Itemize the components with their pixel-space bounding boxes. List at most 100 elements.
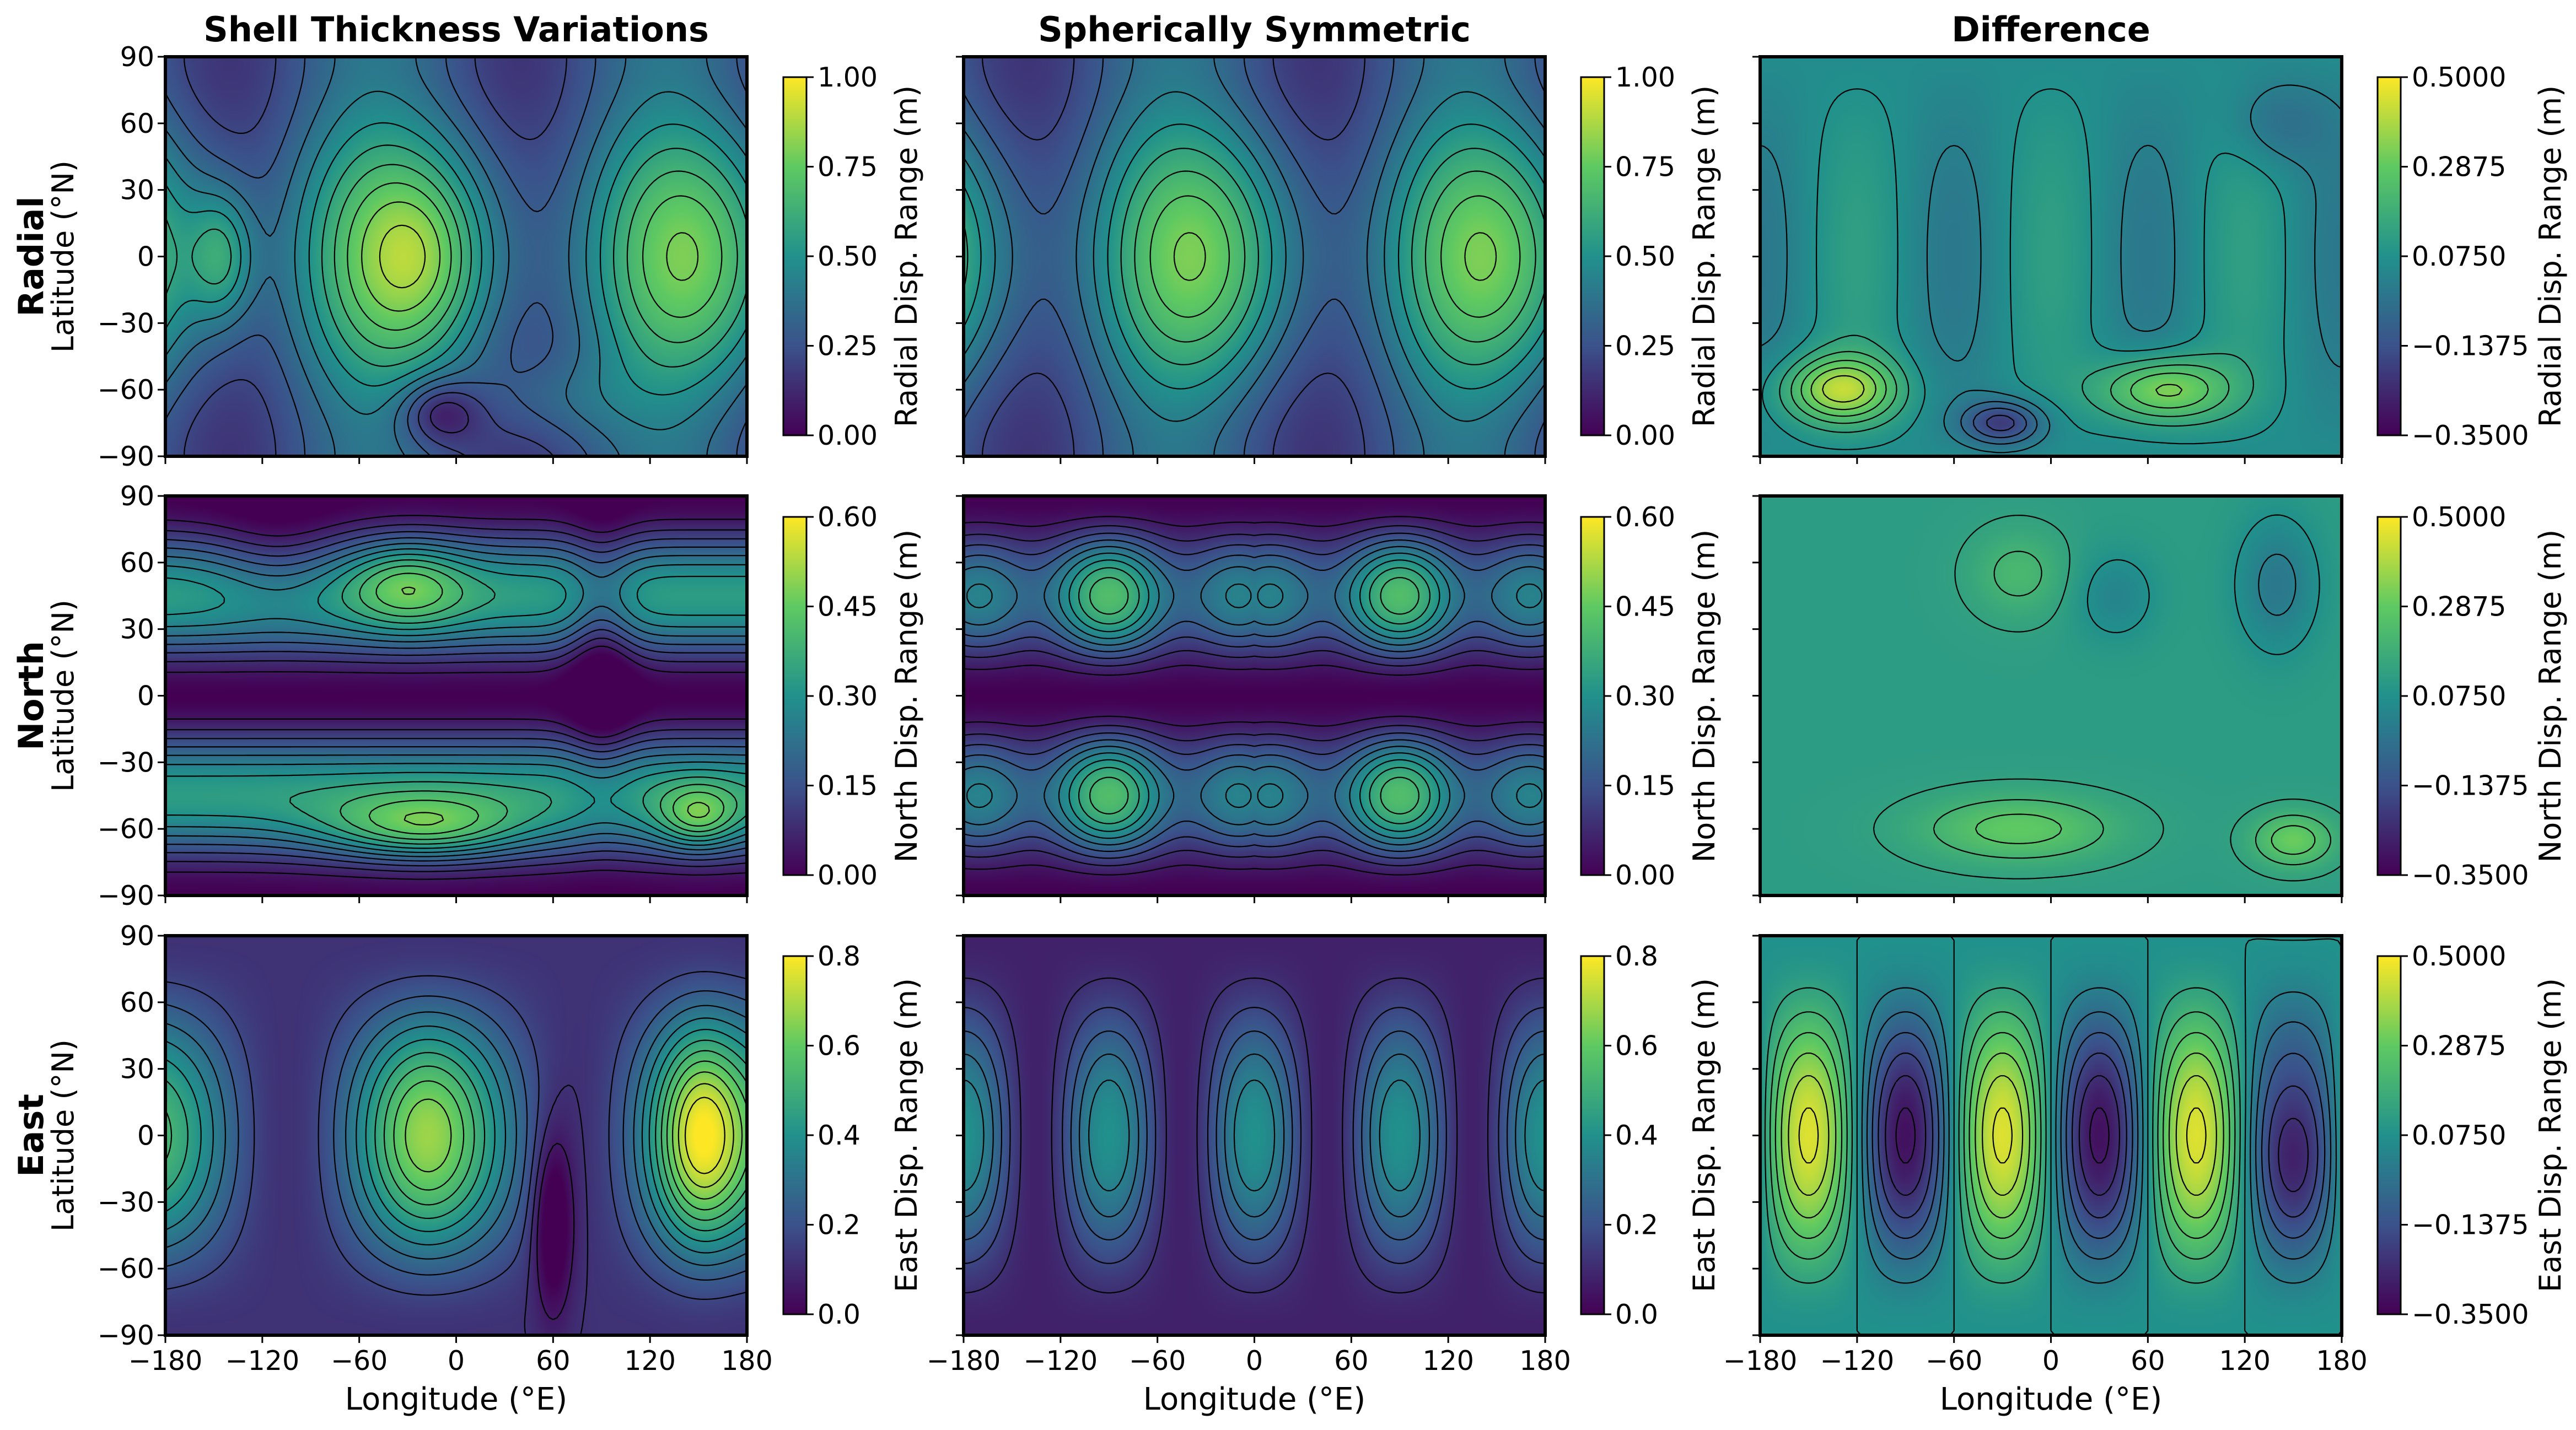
contour-line [165,515,747,880]
colorbar-tick-label: 0.75 [818,152,878,183]
y-tick-label: −60 [98,813,154,845]
column-title: Difference [1951,9,2150,50]
colorbar-tick-label: 0.2875 [2412,1030,2506,1062]
colorbar-tick-label: 0.00 [1615,860,1675,891]
contour-line [966,552,1542,839]
contour-line [1762,88,2287,450]
colorbar-tick-label: 0.2 [1615,1210,1658,1241]
contour-line [429,402,469,434]
contour-line [1149,195,1521,318]
contour-line [1781,1053,2224,1218]
contour-line [165,122,747,396]
heatmap-image [964,936,1545,1335]
contour-line [165,524,747,872]
contour-line [165,1050,747,1221]
colorbar-tick-label: 0.60 [818,501,878,533]
contour-line [963,516,1546,876]
contour-line [347,182,723,331]
contour-line [1134,170,1536,343]
colorbar: 1.00 0.75 0.50 0.25 0.00 Radial Disp. Range (… [1580,62,1722,451]
colorbar-tick-label: 0.4 [1615,1120,1658,1151]
colorbar-gradient [782,516,808,876]
contour-line [963,977,1546,1294]
contour-line [1089,577,1419,814]
x-tick-label: 0 [448,1345,465,1377]
colorbar-tick-label: 0.30 [1615,681,1675,712]
contour-line [165,971,747,1300]
colorbar-tick-label: 1.00 [818,62,878,93]
contour-line [1975,813,2316,855]
contour-line [1861,987,2337,1284]
x-tick-label: 120 [1422,1345,1474,1377]
panel-east_shell: 90 60 30 0 −30 −60 −90−180 −120 −60 0 60 120 180 Long… [98,920,773,1417]
colorbar-tick-label: −0.3500 [2412,860,2529,891]
contour-line [165,531,747,867]
contour-line [963,1007,1546,1264]
contour-line [963,56,1546,457]
colorbar-tick-label: 0.15 [818,770,878,802]
colorbar-tick-label: 0.6 [1615,1030,1658,1062]
y-tick-label: −90 [98,880,154,911]
contour-line [1790,350,2230,424]
colorbar-gradient [2376,76,2402,436]
contour-line [1764,987,2241,1284]
colorbar-label: Radial Disp. Range (m) [889,85,924,427]
colorbar-tick-label: 0.2 [818,1210,861,1241]
y-tick-label: 30 [120,175,154,206]
y-tick-label: −90 [98,441,154,472]
panel-radial_diff [1752,55,2343,464]
x-tick-label: −120 [1024,1345,1098,1377]
contour-line [183,56,567,457]
colorbar-tick-label: 0.2875 [2412,152,2506,183]
panel-north_diff [1752,494,2343,903]
contour-line [963,1079,1546,1192]
colorbar-tick-label: 0.00 [818,860,878,891]
contour-line [1760,84,2342,454]
contour-line [165,90,747,430]
colorbar: 0.8 0.6 0.4 0.2 0.0 East Disp. Range (m) [1580,941,1722,1330]
colorbar-tick-label: 0.5000 [2412,62,2506,93]
contour-line [2086,514,2320,655]
y-tick-label: 60 [120,547,154,579]
colorbar-gradient [1580,76,1605,436]
contour-line [1068,559,1440,832]
contour-line [165,1017,747,1254]
contour-line [1972,407,2028,439]
x-tick-label: −180 [1723,1345,1798,1377]
y-tick-label: −90 [98,1320,154,1351]
contour-line [1986,414,2015,431]
colorbar-tick-label: −0.1375 [2412,1210,2529,1241]
colorbar-gradient [782,76,808,436]
y-tick-label: 60 [120,108,154,139]
contour-line [340,565,738,840]
colorbar-tick-label: 0.8 [1615,941,1658,972]
x-tick-label: −120 [225,1345,300,1377]
y-tick-label: 0 [137,1120,154,1152]
y-tick-label: 90 [120,920,154,952]
colorbar-tick-label: 0.25 [1615,331,1675,362]
row-label: East [11,1094,51,1177]
contour-line [2258,553,2297,616]
contour-line [1866,1011,2332,1260]
contour-line [963,1053,1546,1218]
contour-line [536,1142,575,1320]
colorbar-tick-label: 0.2875 [2412,591,2506,623]
contour-line [1810,367,2183,411]
contour-line [1933,551,2331,866]
contour-line [1798,1107,2207,1164]
x-tick-label: 60 [536,1345,570,1377]
x-tick-label: −180 [927,1345,1001,1377]
y-tick-label: 60 [120,987,154,1018]
colorbar: 0.60 0.45 0.30 0.15 0.00 North Disp. Range (m… [1580,501,1722,891]
y-tick-label: 0 [137,241,154,273]
colorbar-tick-label: 0.50 [1615,241,1675,272]
contour-line [1779,334,2254,433]
colorbar-tick-label: 0.0750 [2412,1120,2506,1151]
x-axis-label: Longitude (°E) [345,1382,567,1417]
y-tick-label: −30 [98,747,154,778]
column-title: Shell Thickness Variations [203,9,709,50]
contour-line [963,546,1546,846]
x-tick-label: 180 [1519,1345,1571,1377]
